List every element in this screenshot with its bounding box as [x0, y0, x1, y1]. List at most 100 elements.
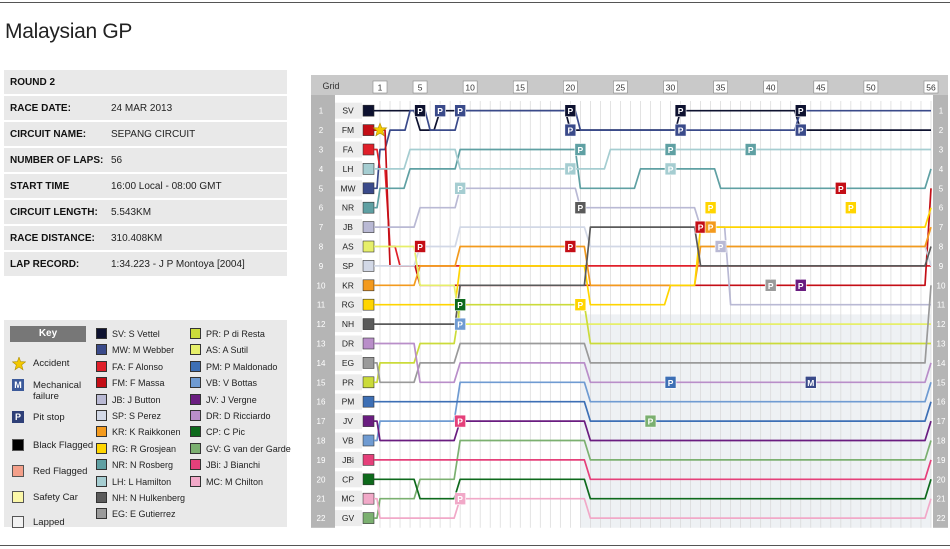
lap-tick-label: 30 — [666, 83, 676, 93]
grid-driver-swatch — [362, 434, 375, 447]
legend-driver-label: SV: S Vettel — [112, 329, 160, 339]
legend-driver-swatch — [96, 459, 107, 471]
position-label-left: 5 — [319, 184, 324, 193]
grid-driver-code: JV — [343, 416, 353, 426]
grid-driver-swatch — [362, 492, 375, 505]
lap-tick-label: 35 — [716, 83, 726, 93]
grid-driver-swatch — [362, 240, 375, 253]
info-label: CIRCUIT NAME: — [10, 129, 87, 140]
grid-driver-code: SP — [342, 261, 354, 271]
info-label: RACE DISTANCE: — [10, 233, 95, 244]
info-value: SEPANG CIRCUIT — [111, 129, 196, 140]
grid-driver-swatch — [362, 395, 375, 408]
grid-driver-swatch — [362, 454, 375, 466]
position-label-left: 10 — [317, 281, 326, 290]
legend-driver-label: RG: R Grosjean — [112, 443, 177, 454]
pit-stop-marker — [644, 414, 657, 428]
grid-driver-code: DR — [342, 339, 354, 349]
series-line-PM — [374, 400, 932, 422]
legend-driver-label: SP: S Perez — [112, 411, 162, 421]
legend-driver-swatch — [96, 328, 107, 339]
grid-name-cell — [335, 160, 362, 177]
legend-driver: FA: F Alonso — [96, 360, 163, 372]
pit-stop-marker — [704, 201, 717, 214]
info-label: START TIME — [10, 181, 70, 192]
position-label-left: 20 — [317, 475, 326, 484]
position-label-left: 7 — [319, 223, 324, 232]
position-label-left: 6 — [319, 204, 324, 213]
pit-stop-marker — [704, 220, 717, 234]
page-title: Malaysian GP — [5, 20, 133, 43]
pit-stop-label: P — [748, 145, 754, 155]
series-line-CP — [374, 478, 932, 500]
pit-stop-marker — [835, 182, 847, 195]
grid-driver-swatch — [362, 512, 375, 524]
legend-symbol-label: Pit stop — [33, 412, 65, 423]
lap-tick-label: 40 — [766, 83, 776, 93]
position-label-left: 13 — [317, 340, 326, 349]
right-position-band — [933, 95, 948, 528]
legend-driver-swatch — [190, 459, 201, 471]
info-row: START TIME 16:00 Local - 08:00 GMT — [4, 174, 287, 198]
grid-driver-swatch — [362, 143, 375, 156]
pit-stop-label: P — [698, 223, 704, 233]
pit-stop-marker — [434, 104, 446, 118]
grid-driver-code: JB — [343, 222, 353, 232]
pit-stop-marker — [574, 298, 587, 311]
legend-driver-label: FM: F Massa — [112, 378, 165, 389]
grid-name-cell — [335, 238, 362, 255]
star-icon — [11, 356, 27, 371]
grid-name-cell — [335, 257, 362, 274]
position-label-left: 4 — [319, 165, 324, 174]
position-label-left: 16 — [317, 398, 326, 407]
info-row: NUMBER OF LAPS: 56 — [4, 148, 287, 172]
grid-name-cell — [335, 122, 362, 139]
position-label-left: 8 — [319, 243, 324, 252]
pit-stop-label: P — [457, 184, 463, 194]
lap-tick-label: 15 — [516, 83, 526, 93]
position-label-right: 22 — [937, 514, 946, 523]
pit-stop-marker — [794, 279, 807, 292]
legend-title: Key — [10, 326, 86, 342]
pit-stop-marker — [574, 201, 587, 214]
legend-driver: AS: A Sutil — [190, 344, 248, 356]
legend-driver: SV: S Vettel — [96, 328, 160, 339]
legend-driver-swatch — [96, 377, 107, 389]
pit-stop-marker — [764, 279, 777, 292]
pit-stop-marker — [454, 492, 466, 506]
grid-driver-code: MW — [340, 183, 355, 193]
position-label-right: 16 — [937, 398, 946, 407]
info-value: 5.543KM — [111, 207, 152, 218]
legend-symbol-label: Mechanical failure — [33, 380, 82, 402]
top-rule — [0, 2, 950, 3]
pit-stop-label: P — [568, 106, 574, 116]
grid-driver-code: JBi — [342, 455, 354, 465]
lap-tick-label: 45 — [816, 83, 826, 93]
grid-driver-code: GV — [342, 513, 355, 523]
pit-stop-label: P — [457, 320, 463, 330]
position-label-right: 13 — [937, 340, 946, 349]
pit-stop-label: P — [668, 145, 674, 155]
position-label-right: 7 — [939, 223, 944, 232]
grid-name-cell — [335, 277, 362, 294]
lap-tick-label: 50 — [866, 83, 876, 93]
position-label-right: 8 — [939, 243, 944, 252]
pit-stop-label: P — [457, 417, 463, 427]
lap-tick-box — [763, 80, 779, 94]
grid-driver-code: CP — [342, 474, 354, 484]
grid-driver-swatch — [362, 182, 375, 195]
legend-driver-label: CP: C Pic — [206, 427, 246, 438]
accident-marker — [372, 122, 388, 137]
legend-driver: VB: V Bottas — [190, 377, 257, 389]
position-label-right: 9 — [939, 262, 944, 271]
race-info-panel: ROUND 2 RACE DATE: 24 MAR 2013 CIRCUIT NAME… — [4, 70, 287, 278]
grid-name-cell — [335, 180, 362, 197]
grid-driver-swatch — [362, 104, 375, 117]
position-label-left: 21 — [317, 495, 326, 504]
grid-name-cell — [335, 510, 362, 527]
pit-stop-marker — [454, 104, 466, 118]
position-label-left: 19 — [317, 456, 326, 465]
pit-stop-label: P — [437, 106, 443, 116]
position-label-left: 3 — [319, 146, 324, 155]
